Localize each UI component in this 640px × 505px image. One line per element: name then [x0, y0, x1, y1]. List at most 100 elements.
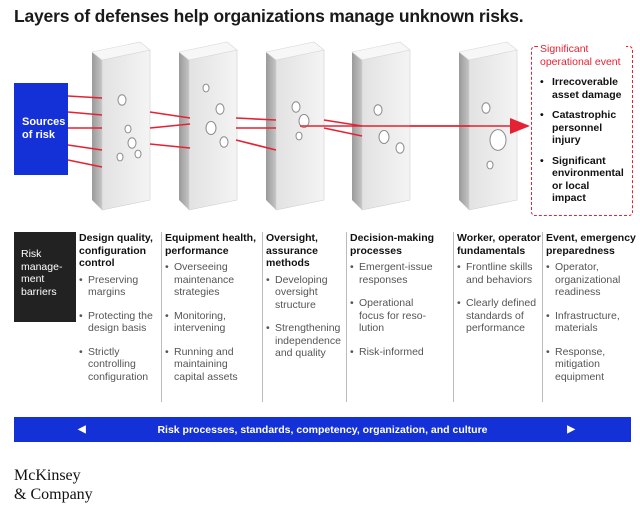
slab-hole [489, 129, 507, 151]
right-arrow-icon: ▶ [567, 424, 575, 435]
barrier-item-line: Running and [174, 345, 234, 358]
barrier-item-line: readiness [555, 286, 601, 298]
event-list: Irrecoverable asset damage Catastrophic … [540, 76, 626, 205]
barrier-heading-line: control [79, 257, 115, 269]
event-item-text: asset damage [552, 88, 622, 101]
defense-layer-slab [91, 41, 151, 211]
risk-line [235, 139, 277, 151]
brand-line1: McKinsey [14, 467, 81, 484]
barrier-item-line: performance [466, 322, 525, 334]
risk-line [67, 159, 103, 168]
risk-line [149, 111, 191, 119]
slab-hole [291, 101, 301, 113]
event-item: Significant environmental or local impac… [540, 155, 626, 205]
sources-label-line2: of risk [22, 129, 56, 141]
barrier-item-line: independence [275, 334, 341, 347]
barrier-item-line: responses [359, 273, 408, 286]
barrier-item-line: and quality [275, 347, 326, 359]
slab-hole [395, 142, 405, 154]
barrier-heading-line: Oversight, [266, 232, 318, 244]
event-item-text: Catastrophic [552, 109, 617, 121]
risk-line [67, 111, 103, 116]
mckinsey-logo: McKinsey & Company [14, 466, 93, 504]
culture-bar-label: Risk processes, standards, competency, o… [157, 423, 488, 436]
barrier-column: Equipment health,performanceOverseeingma… [165, 232, 263, 394]
barrier-item: Risk-informed [350, 346, 454, 359]
barriers-label-line: ment [21, 273, 45, 285]
barrier-column-heading: Design quality, configuration control [79, 232, 163, 270]
barrier-heading-line: performance [165, 244, 229, 257]
barrier-item-line: standards of [466, 309, 524, 322]
barrier-heading-line: processes [350, 244, 402, 257]
barriers-label-line: Risk [21, 248, 42, 260]
slab-hole [373, 104, 383, 116]
barrier-heading-line: preparedness [546, 244, 615, 257]
defense-layer-slab [265, 41, 325, 211]
barrier-item-line: Developing [275, 273, 328, 286]
slab-hole [134, 149, 142, 159]
barrier-item-line: maintaining [174, 358, 228, 370]
slab-hole [127, 137, 137, 149]
slab-hole [295, 131, 303, 141]
swiss-cheese-diagram [67, 41, 530, 211]
slab-hole [215, 103, 225, 115]
defense-layer-slab [351, 41, 411, 211]
barrier-item-line: Frontline skills [466, 261, 533, 273]
barrier-item-line: Response, [555, 345, 606, 358]
barrier-item-line: controlling [88, 358, 136, 370]
barrier-heading-line: assurance [266, 244, 318, 257]
barrier-item-line: oversight [275, 286, 318, 298]
barrier-item-line: Risk-informed [359, 345, 424, 358]
barrier-item-line: Clearly defined [466, 297, 537, 309]
risk-line [323, 119, 363, 127]
event-item-text: environmental [552, 167, 624, 179]
slab-hole [205, 121, 217, 135]
barrier-item-line: Strengthening [275, 322, 341, 334]
barrier-item-line: Overseeing [174, 261, 228, 273]
slab-hole [124, 124, 132, 134]
barrier-item-line: Emergent-issue [359, 261, 433, 273]
slab-hole [117, 94, 127, 106]
event-item-text: Irrecoverable [552, 76, 618, 88]
risk-line [67, 95, 103, 99]
event-item-text: Significant [552, 154, 606, 167]
risk-management-barriers-label: Risk manage- ment barriers [14, 232, 76, 322]
barrier-item-line: mitigation [555, 358, 600, 370]
barrier-item-line: Protecting the [88, 309, 153, 322]
barrier-heading-line: Worker, operator [457, 232, 541, 244]
defense-layer-slab [458, 41, 518, 211]
event-arrow-head [510, 118, 530, 134]
event-item: Catastrophic personnel injury [540, 109, 626, 147]
barrier-item: Monitoring,intervening [165, 310, 263, 335]
left-arrow-icon: ◀ [78, 424, 86, 435]
slab-hole [116, 152, 124, 162]
barrier-item-line: capital assets [174, 370, 238, 383]
barrier-item-line: materials [555, 322, 598, 334]
event-item: Irrecoverable asset damage [540, 76, 626, 101]
barrier-item-line: Strictly [88, 345, 120, 358]
barrier-item-line: Monitoring, [174, 309, 226, 322]
barrier-item-line: Operator, [555, 261, 599, 273]
risk-line [323, 127, 363, 137]
barrier-item: Infrastructure,materials [546, 310, 636, 335]
barriers-label-line: barriers [21, 285, 57, 298]
column-divider [346, 232, 347, 402]
barrier-column-heading: Worker, operator fundamentals [457, 232, 545, 257]
barrier-item-line: configuration [88, 370, 149, 383]
culture-bar: ◀ Risk processes, standards, competency,… [14, 417, 631, 442]
risk-line [149, 123, 191, 129]
barrier-column-heading: Oversight, assurance methods [266, 232, 348, 270]
